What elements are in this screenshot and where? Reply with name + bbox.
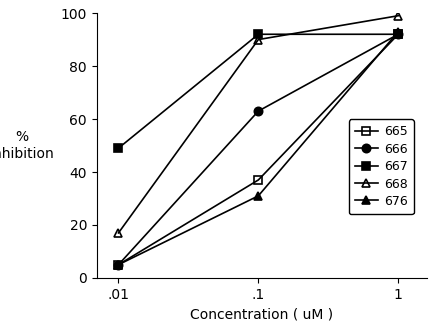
665	[256, 178, 261, 182]
667	[256, 32, 261, 36]
668	[396, 14, 401, 18]
676	[116, 263, 121, 267]
666	[256, 109, 261, 113]
666	[116, 263, 121, 267]
Y-axis label: %
Inhibition: % Inhibition	[0, 130, 54, 161]
Line: 665: 665	[114, 30, 403, 269]
665	[396, 32, 401, 36]
Line: 666: 666	[114, 30, 403, 269]
Line: 676: 676	[114, 27, 403, 269]
668	[116, 231, 121, 235]
Line: 668: 668	[114, 11, 403, 237]
666	[396, 32, 401, 36]
Legend: 665, 666, 667, 668, 676: 665, 666, 667, 668, 676	[349, 119, 414, 214]
676	[256, 194, 261, 198]
665	[116, 263, 121, 267]
667	[396, 32, 401, 36]
676	[396, 30, 401, 34]
668	[256, 38, 261, 42]
X-axis label: Concentration ( uM ): Concentration ( uM )	[190, 307, 334, 321]
667	[116, 146, 121, 150]
Line: 667: 667	[114, 30, 403, 152]
